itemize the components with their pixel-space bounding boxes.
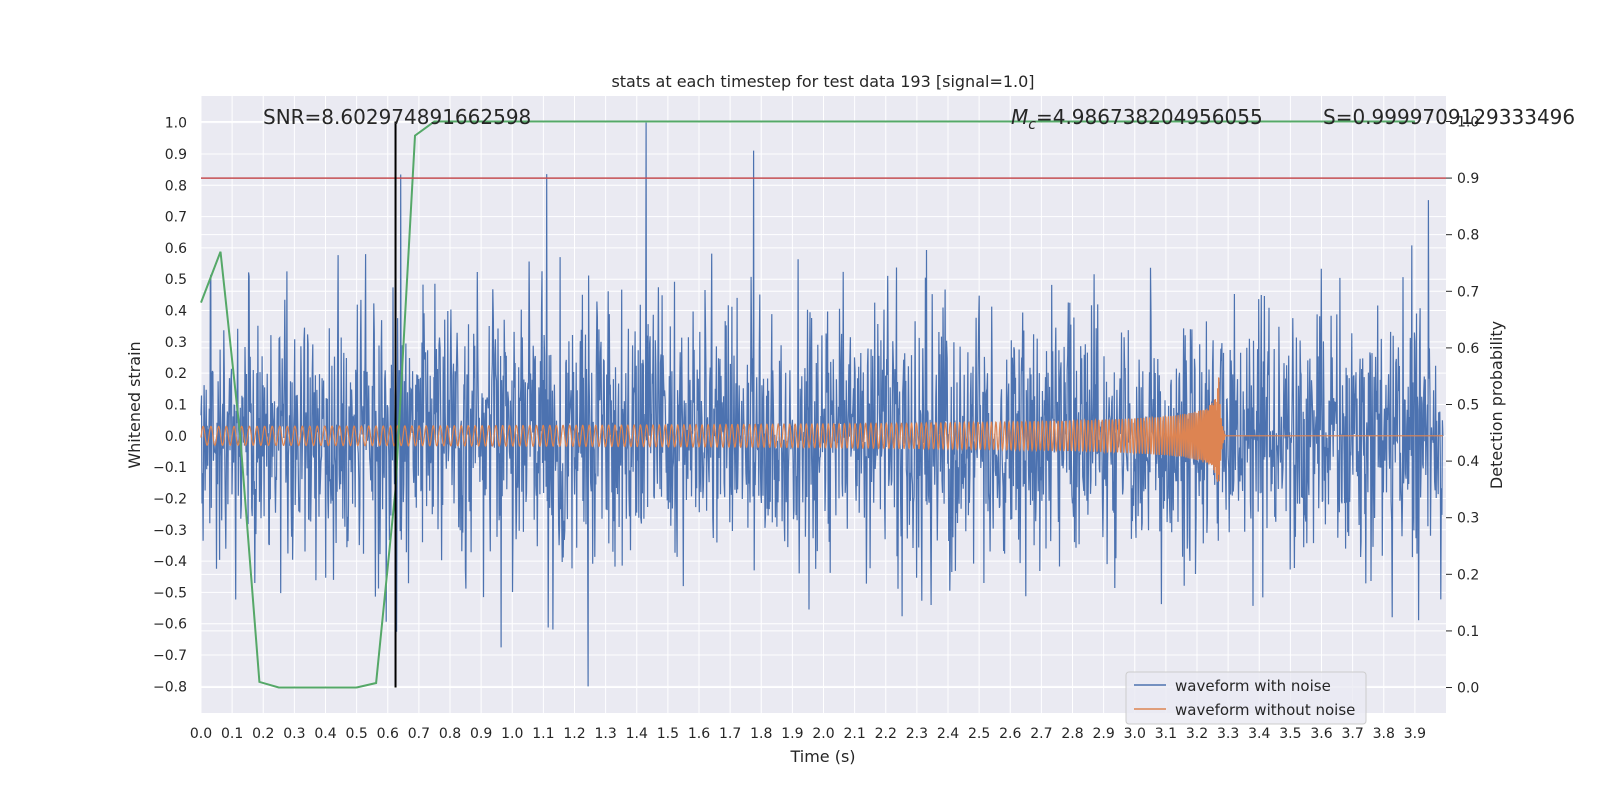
x-tick-label: 2.1 <box>843 726 865 742</box>
y-tick-label: −0.6 <box>153 617 187 633</box>
x-tick-label: 1.6 <box>688 726 710 742</box>
x-tick-label: 2.4 <box>937 726 959 742</box>
y-tick-label: −0.4 <box>153 554 187 570</box>
y-tick-label: −0.3 <box>153 523 187 539</box>
x-tick-label: 2.0 <box>812 726 834 742</box>
series-waveform-with-noise <box>200 122 1444 687</box>
x-tick-label: 0.2 <box>252 726 274 742</box>
x-tick-label: 0.3 <box>283 726 305 742</box>
y2-tick-label: 0.7 <box>1457 284 1479 300</box>
x-tick-label: 3.6 <box>1310 726 1332 742</box>
y2-tick-label: 0.1 <box>1457 624 1479 640</box>
x-tick-label: 3.4 <box>1248 726 1270 742</box>
y-tick-label: 0.7 <box>165 210 187 226</box>
x-tick-label: 3.0 <box>1124 726 1146 742</box>
series-line-noise <box>200 122 1444 687</box>
y2-tick-label: 0.2 <box>1457 567 1479 583</box>
series-line-clean <box>200 377 1443 482</box>
y-tick-label: 1.0 <box>165 116 187 132</box>
x-tick-label: 0.5 <box>345 726 367 742</box>
s-annotation: S=0.9999709129333496 <box>1323 105 1575 129</box>
legend-label-noise: waveform with noise <box>1175 677 1331 695</box>
y-tick-labels: 1.0 0.9 0.8 0.7 0.6 0.5 0.4 0.3 0.2 0.1 0.0 −0.1 −0.… <box>153 116 187 696</box>
y-tick-label: 0.2 <box>165 366 187 382</box>
x-tick-label: 1.1 <box>532 726 554 742</box>
x-tick-label: 3.7 <box>1341 726 1363 742</box>
y2-tick-label: 1.0 <box>1457 114 1479 130</box>
x-tick-label: 2.6 <box>999 726 1021 742</box>
y-tick-label: −0.8 <box>153 679 187 695</box>
x-tick-label: 3.2 <box>1186 726 1208 742</box>
series-waveform-without-noise <box>200 377 1443 482</box>
x-tick-label: 2.7 <box>1030 726 1052 742</box>
x-tick-label: 0.0 <box>190 726 212 742</box>
legend: waveform with noise waveform without noi… <box>1125 671 1367 725</box>
x-tick-label: 0.7 <box>408 726 430 742</box>
x-tick-label: 2.3 <box>906 726 928 742</box>
x-tick-label: 3.8 <box>1373 726 1395 742</box>
x-tick-label: 3.3 <box>1217 726 1239 742</box>
y2-tick-label: 0.3 <box>1457 511 1479 527</box>
y-tick-label: 0.1 <box>165 398 187 414</box>
x-axis-label: Time (s) <box>789 747 855 766</box>
x-tick-label: 3.5 <box>1279 726 1301 742</box>
legend-label-clean: waveform without noise <box>1175 701 1355 719</box>
snr-annotation: SNR=8.602974891662598 <box>263 105 531 129</box>
y-tick-label: 0.9 <box>165 147 187 163</box>
x-tick-label: 0.4 <box>314 726 336 742</box>
x-tick-label: 1.4 <box>626 726 648 742</box>
x-tick-label: 3.9 <box>1404 726 1426 742</box>
chart-title: stats at each timestep for test data 193… <box>611 72 1034 91</box>
x-tick-label: 1.0 <box>501 726 523 742</box>
y2-tick-label: 0.8 <box>1457 228 1479 244</box>
x-tick-label: 1.8 <box>750 726 772 742</box>
y-tick-label: 0.8 <box>165 178 187 194</box>
y-tick-label: 0.5 <box>165 272 187 288</box>
x-tick-label: 0.1 <box>221 726 243 742</box>
y-tick-label: 0.6 <box>165 241 187 257</box>
y-axis-label: Whitened strain <box>125 341 144 468</box>
x-tick-label: 3.1 <box>1155 726 1177 742</box>
x-tick-label: 1.2 <box>563 726 585 742</box>
y-tick-label: 0.0 <box>165 429 187 445</box>
overlays <box>201 121 1446 688</box>
grid <box>200 96 1446 713</box>
x-tick-labels: 0.0 0.1 0.2 0.3 0.4 0.5 0.6 0.7 0.8 0.9 1.0 1.1 1.2 1… <box>190 726 1426 742</box>
mc-value: =4.986738204956055 <box>1036 105 1263 129</box>
mc-symbol: M <box>1011 105 1028 129</box>
y2-tick-label: 0.9 <box>1457 171 1479 187</box>
x-tick-label: 2.2 <box>875 726 897 742</box>
y2-tick-labels: 1.0 0.9 0.8 0.7 0.6 0.5 0.4 0.3 0.2 0.1 0.0 <box>1446 114 1479 697</box>
legend-box <box>1125 671 1367 725</box>
mc-subscript: c <box>1028 117 1036 133</box>
mc-annotation: Mc=4.986738204956055 <box>1011 105 1263 133</box>
y-tick-label: −0.2 <box>153 491 187 507</box>
x-tick-label: 0.6 <box>377 726 399 742</box>
x-tick-label: 1.3 <box>594 726 616 742</box>
y2-tick-label: 0.4 <box>1457 454 1479 470</box>
y2-tick-label: 0.5 <box>1457 398 1479 414</box>
x-tick-label: 2.5 <box>968 726 990 742</box>
y2-tick-label: 0.0 <box>1457 681 1479 697</box>
y2-axis-label: Detection probability <box>1487 321 1506 489</box>
x-tick-label: 1.5 <box>657 726 679 742</box>
x-tick-label: 0.8 <box>439 726 461 742</box>
y-tick-label: −0.7 <box>153 648 187 664</box>
y2-tick-label: 0.6 <box>1457 341 1479 357</box>
y-tick-label: −0.5 <box>153 585 187 601</box>
y-tick-label: 0.3 <box>165 335 187 351</box>
x-tick-label: 2.8 <box>1061 726 1083 742</box>
y-tick-label: 0.4 <box>165 304 187 320</box>
x-tick-label: 0.9 <box>470 726 492 742</box>
x-tick-label: 1.9 <box>781 726 803 742</box>
x-tick-label: 1.7 <box>719 726 741 742</box>
x-tick-label: 2.9 <box>1092 726 1114 742</box>
y-tick-label: −0.1 <box>153 460 187 476</box>
